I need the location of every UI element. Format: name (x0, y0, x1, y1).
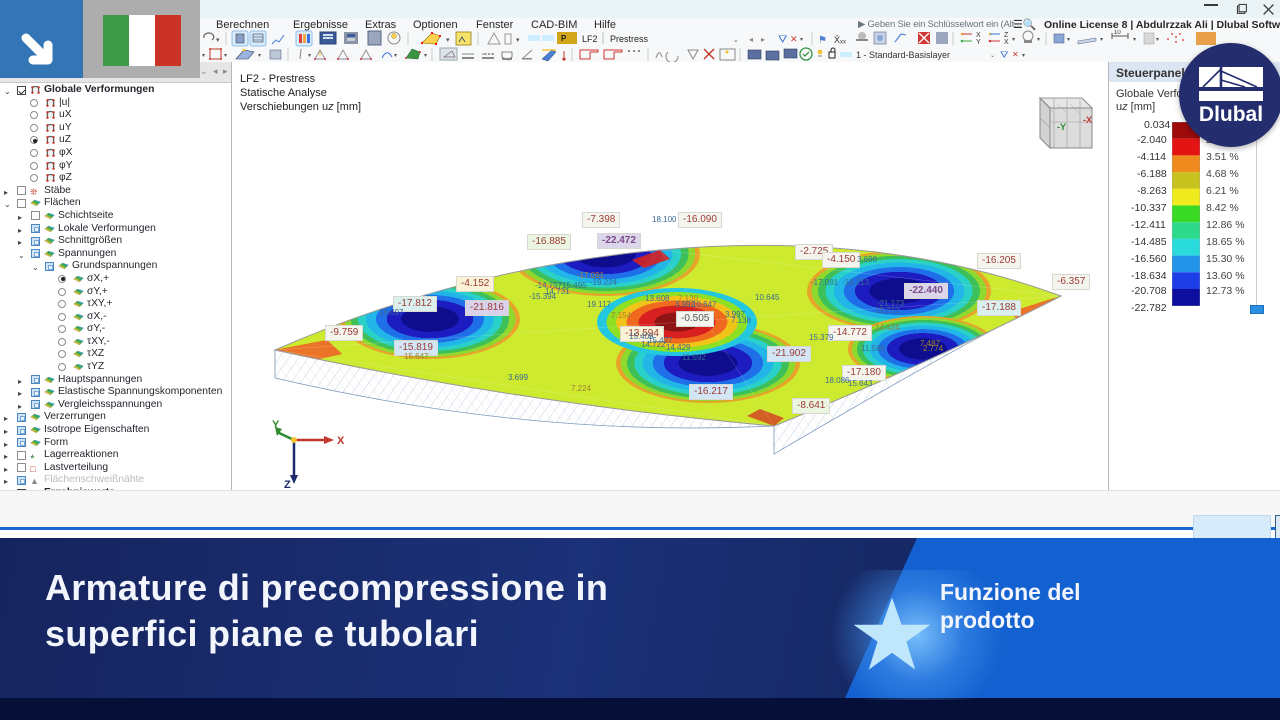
svg-text:▾: ▾ (202, 53, 205, 59)
svg-text:1 - Standard-Basislayer: 1 - Standard-Basislayer (856, 50, 950, 60)
svg-text:▾: ▾ (1022, 53, 1025, 59)
svg-text:▾: ▾ (394, 53, 397, 59)
svg-text:⚑: ⚑ (818, 35, 827, 46)
svg-text:P: P (561, 34, 567, 43)
svg-text:▾: ▾ (516, 37, 520, 44)
svg-text:⛛: ⛛ (778, 34, 787, 46)
svg-text:▾: ▾ (1037, 37, 1040, 43)
svg-text:▾: ▾ (224, 53, 227, 59)
svg-text:▾: ▾ (424, 53, 427, 59)
svg-text:▾: ▾ (1133, 37, 1136, 43)
svg-text:⌄: ⌄ (990, 53, 995, 59)
svg-text:▾: ▾ (446, 37, 450, 44)
svg-text:Y: Y (976, 39, 981, 46)
svg-text:▾: ▾ (308, 53, 311, 59)
svg-text:LF2: LF2 (582, 34, 598, 44)
svg-text:⌄: ⌄ (733, 37, 739, 44)
svg-text:▾: ▾ (800, 37, 803, 43)
svg-text:10: 10 (1114, 30, 1121, 36)
svg-text:▾: ▾ (1156, 37, 1159, 43)
svg-text:X̄ₓₓ: X̄ₓₓ (834, 35, 846, 45)
svg-text:Z: Z (1004, 32, 1009, 39)
svg-text:▸: ▸ (761, 35, 765, 44)
svg-text:▾: ▾ (1100, 37, 1103, 43)
svg-text:X: X (1004, 39, 1009, 46)
svg-text:▾: ▾ (216, 37, 220, 44)
svg-text:Prestress: Prestress (610, 34, 649, 44)
svg-text:⛛: ⛛ (1000, 50, 1009, 61)
svg-text:✕: ✕ (1012, 50, 1019, 59)
svg-text:▾: ▾ (1012, 37, 1015, 43)
svg-text:◂: ◂ (749, 35, 753, 44)
svg-text:▾: ▾ (1067, 37, 1070, 43)
svg-text:✕: ✕ (790, 34, 798, 44)
svg-text:▾: ▾ (258, 53, 261, 59)
svg-text:X: X (976, 32, 981, 39)
